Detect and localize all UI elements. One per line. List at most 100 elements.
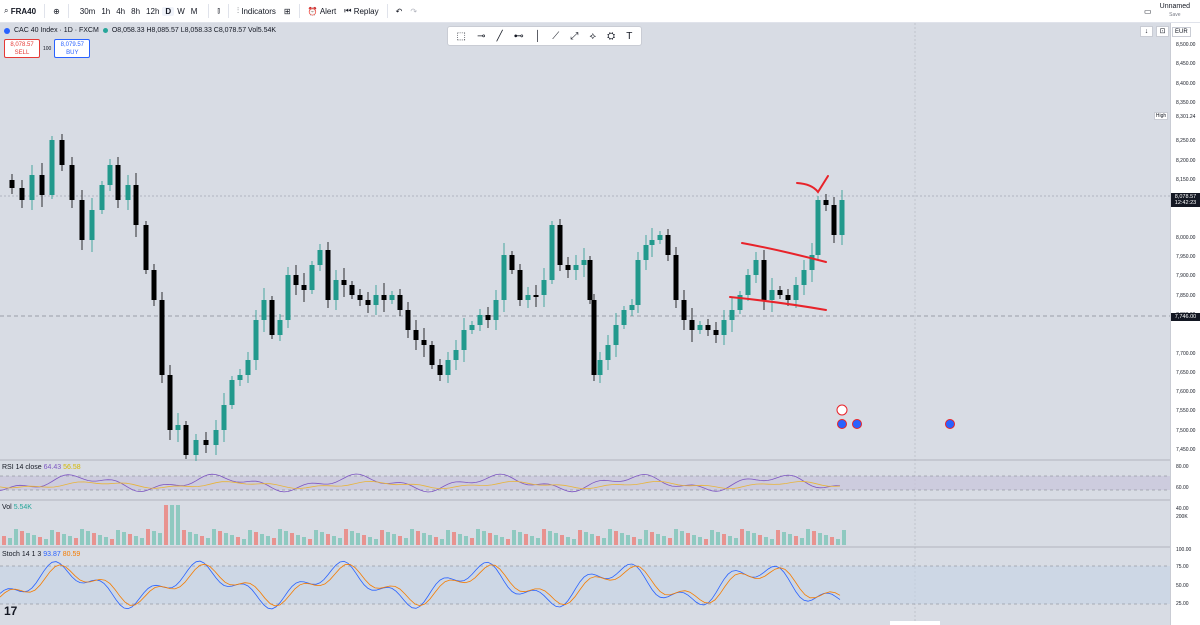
undo-button[interactable]: ↶	[392, 0, 407, 23]
volume-bar	[278, 529, 282, 545]
volume-bar	[242, 539, 246, 545]
volume-bar	[134, 536, 138, 545]
candle-body	[79, 200, 85, 240]
candle-body	[657, 235, 663, 240]
replay-button[interactable]: ⏮ Replay	[340, 0, 382, 23]
candle-body	[493, 300, 499, 320]
prev-close-value: 7,746.00	[1174, 314, 1197, 320]
horizontal-ray-icon[interactable]: ⊸	[477, 30, 486, 42]
rsi-line	[0, 473, 841, 493]
legend-title: CAC 40 Index · 1D · FXCM	[14, 27, 99, 34]
volume-bar	[422, 533, 426, 545]
timeframe-30m[interactable]: 30m	[79, 6, 96, 16]
volume-bar	[224, 533, 228, 545]
settings-icon[interactable]: ⛭	[607, 30, 616, 42]
volume-bar	[368, 537, 372, 545]
candle-body	[285, 275, 291, 320]
horizontal-line-icon[interactable]: ⊷	[513, 30, 524, 42]
candle-body	[517, 270, 523, 300]
alert-button[interactable]: ⏰ Alert	[304, 0, 341, 23]
earnings-event-icon	[852, 419, 862, 429]
volume-bar	[26, 533, 30, 545]
price-axis[interactable]	[1170, 23, 1200, 625]
sell-button[interactable]: 8,078.57 SELL	[4, 39, 40, 58]
volume-bar	[644, 530, 648, 545]
candle-body	[673, 255, 679, 300]
volume-bar	[332, 536, 336, 545]
ray-icon[interactable]: ⟋	[552, 30, 560, 42]
chart-area[interactable]	[0, 23, 1170, 625]
candle-body	[381, 295, 387, 300]
volume-bar	[434, 537, 438, 545]
vertical-line-icon[interactable]: │	[534, 30, 542, 42]
chart-type-button[interactable]: ⫾	[213, 0, 224, 23]
candle-body	[29, 175, 35, 200]
compare-button[interactable]: ⊕	[49, 0, 64, 23]
axis-lock-button[interactable]: ⊡	[1156, 26, 1169, 37]
candle-body	[737, 295, 743, 310]
volume-bar	[200, 536, 204, 545]
redo-button[interactable]: ↷	[406, 0, 421, 23]
volume-bar	[740, 529, 744, 545]
text-tool-icon[interactable]: T	[626, 30, 633, 42]
candle-body	[269, 300, 275, 335]
layout-save-button[interactable]: Unnamed Save	[1160, 3, 1190, 19]
scroll-down-button[interactable]: ↓	[1140, 26, 1153, 37]
candle-body	[705, 325, 711, 330]
series-legend: CAC 40 Index · 1D · FXCM O8,058.33 H8,08…	[4, 27, 276, 34]
stoch-k-value: 93.87	[43, 551, 61, 558]
volume-bar	[638, 539, 642, 545]
fib-tool-icon[interactable]: ⟡	[589, 30, 597, 42]
price-tick: 7,700.00	[1176, 350, 1196, 357]
rsi-value: 64.43	[43, 464, 62, 471]
volume-bar	[764, 537, 768, 545]
extended-line-icon[interactable]: ⤢	[570, 30, 579, 42]
volume-bar	[560, 535, 564, 545]
volume-bar	[668, 538, 672, 545]
timeframe-4h[interactable]: 4h	[116, 6, 126, 16]
candle-body	[477, 315, 483, 325]
symbol-search[interactable]: ⌕ FRA40	[0, 0, 40, 23]
timeframe-12h[interactable]: 12h	[146, 6, 160, 16]
rsi-ma-line	[0, 480, 841, 490]
currency-selector[interactable]: EUR	[1172, 27, 1191, 37]
bottom-scrollbar[interactable]	[890, 621, 940, 625]
timeframe-1h[interactable]: 1h	[101, 6, 111, 16]
candle-body	[365, 300, 371, 305]
annotation-lower-channel	[729, 296, 827, 311]
candle-body	[769, 290, 775, 300]
volume-bar	[326, 534, 330, 545]
volume-bar	[164, 505, 168, 545]
sell-label: SELL	[14, 50, 30, 56]
divider	[208, 4, 210, 18]
stoch-label: Stoch 14 1 3	[2, 551, 42, 558]
volume-bar	[248, 530, 252, 545]
layout-grid-button[interactable]: ▭	[1140, 0, 1156, 23]
templates-button[interactable]: ⊞	[280, 0, 295, 23]
volume-bar	[536, 538, 540, 545]
stoch-band	[0, 566, 1170, 604]
stoch-legend: Stoch 14 1 3 93.87 80.59	[2, 551, 80, 558]
buy-button[interactable]: 8,079.57 BUY	[54, 39, 91, 58]
pane-tick: 50.00	[1176, 583, 1189, 589]
timeframe-8h[interactable]: 8h	[131, 6, 141, 16]
candle-body	[621, 310, 627, 325]
candle-body	[413, 330, 419, 340]
candle-body	[565, 265, 571, 270]
volume-bar	[212, 529, 216, 545]
rectangle-tool-icon[interactable]: ⬚	[456, 30, 466, 42]
timeframe-w[interactable]: W	[177, 6, 185, 16]
candle-body	[445, 360, 451, 375]
candle-body	[159, 300, 165, 375]
trend-line-icon[interactable]: ╱	[496, 30, 503, 42]
plus-circle-icon: ⊕	[53, 6, 60, 16]
volume-bar	[74, 538, 78, 545]
timeframe-m[interactable]: M	[190, 6, 198, 16]
indicators-button[interactable]: ⫶ Indicators	[233, 0, 280, 23]
volume-bar	[614, 531, 618, 545]
volume-bar	[218, 531, 222, 545]
candle-body	[253, 320, 259, 360]
volume-bar	[710, 530, 714, 545]
timeframe-d[interactable]: D	[162, 6, 175, 16]
